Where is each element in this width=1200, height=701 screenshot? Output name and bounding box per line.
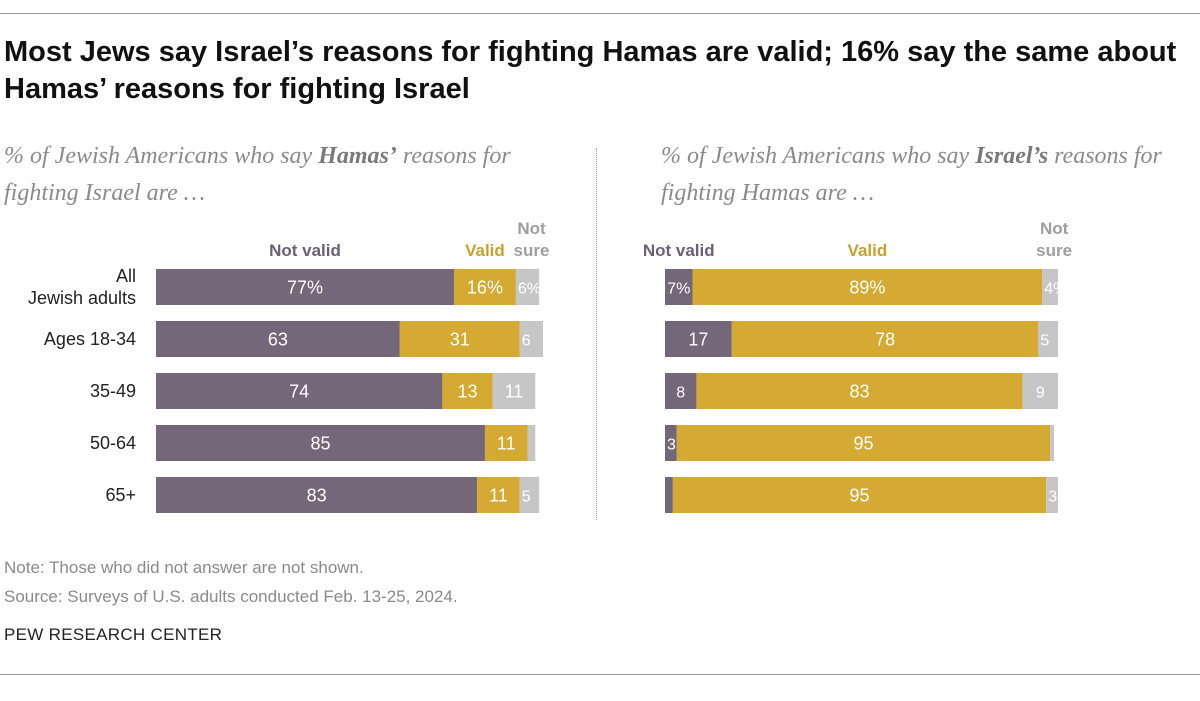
right-bar-not-sure-row-5 [1046,477,1058,513]
legend-header-left-not-sure-line-2: sure [514,241,550,260]
left-data-label-not-valid-row-5: 83 [307,486,327,506]
left-data-label-valid-row-4: 11 [497,434,516,454]
chart-note: Note: Those who did not answer are not s… [4,558,364,577]
right-data-label-valid-row-3: 83 [850,382,870,402]
left-bar-not-sure-row-3 [492,373,536,409]
left-bar-not-sure-row-2 [519,321,543,357]
right-data-label-valid-row-5: 95 [850,486,870,506]
left-data-label-not-valid-row-1: 77% [287,278,323,298]
right-data-label-valid-row-4: 95 [853,434,873,454]
category-label-3: 35-49 [90,381,136,401]
left-data-label-not-valid-row-2: 63 [268,330,288,350]
panel-divider [596,148,597,520]
left-bar-not-sure-row-5 [519,477,540,513]
left-subtitle-pre: % of Jewish Americans who say [4,143,319,169]
right-data-label-not-valid-row-4: 3 [667,437,676,454]
left-bar-not-valid-row-5 [156,477,478,513]
left-data-label-valid-row-3: 13 [458,382,478,402]
right-bar-not-sure-row-4 [1050,425,1055,461]
left-bar-not-valid-row-2 [156,321,400,357]
right-bar-valid-row-2 [731,321,1039,357]
right-bar-valid-row-3 [696,373,1023,409]
legend-header-left-not-valid: Not valid [269,241,341,260]
right-bar-not-valid-row-1 [665,269,693,305]
right-bar-not-valid-row-3 [665,373,697,409]
left-data-label-not-valid-row-3: 74 [289,382,309,402]
category-label-2: Ages 18-34 [44,329,136,349]
right-subtitle-post: reasons for fighting Hamas are … [661,143,1162,206]
left-bar-not-valid-row-3 [156,373,443,409]
left-data-label-not-sure-row-2: 6 [522,333,531,350]
right-bar-valid-row-5 [672,477,1047,513]
right-data-label-not-valid-row-3: 8 [676,385,685,402]
legend-header-left-not-sure-line-1: Not [517,219,546,238]
legend-header-right-not-sure-line-2: sure [1036,241,1072,260]
legend-header-right-valid: Valid [848,241,888,260]
category-label-1-line-2: Jewish adults [28,288,136,308]
left-bar-valid-row-1 [453,269,516,305]
right-data-label-not-valid-row-2: 17 [688,330,708,350]
right-bar-valid-row-4 [676,425,1051,461]
left-subtitle-bold: Hamas’ [318,143,397,169]
right-data-label-valid-row-2: 78 [875,330,895,350]
left-data-label-not-sure-row-1: 6% [518,281,541,298]
chart-source: Source: Surveys of U.S. adults conducted… [4,587,458,606]
right-bar-not-valid-row-2 [665,321,732,357]
left-bar-not-sure-row-4 [527,425,536,461]
left-bar-valid-row-3 [442,373,493,409]
left-bar-not-valid-row-4 [156,425,485,461]
legend-header-right-not-valid: Not valid [643,241,715,260]
left-panel-subtitle: % of Jewish Americans who say Hamas’ rea… [4,138,564,212]
left-data-label-valid-row-5: 11 [489,486,508,506]
left-data-label-not-valid-row-4: 85 [310,434,330,454]
left-bar-valid-row-2 [399,321,520,357]
category-label-1-line-1: All [116,266,136,286]
top-rule [0,13,1200,14]
right-data-label-not-valid-row-1: 7% [667,281,690,298]
right-panel-subtitle: % of Jewish Americans who say Israel’s r… [661,138,1191,212]
left-data-label-not-sure-row-3: 11 [505,382,524,402]
left-bar-valid-row-5 [477,477,520,513]
left-bar-not-sure-row-1 [515,269,540,305]
left-bar-valid-row-4 [484,425,528,461]
left-bar-not-valid-row-1 [156,269,454,305]
category-label-5: 65+ [105,485,136,505]
right-bar-not-valid-row-5 [665,477,673,513]
right-bar-not-sure-row-1 [1042,269,1058,305]
left-subtitle-post: reasons for fighting Israel are … [4,143,511,206]
legend-header-right-not-sure-line-1: Not [1040,219,1069,238]
right-data-label-not-sure-row-3: 9 [1036,385,1045,402]
right-data-label-valid-row-1: 89% [849,278,885,298]
right-bar-valid-row-1 [692,269,1043,305]
right-bar-not-sure-row-2 [1038,321,1058,357]
right-data-label-not-sure-row-1: 4% [1044,281,1067,298]
left-data-label-valid-row-1: 16% [467,278,503,298]
right-bar-not-valid-row-4 [665,425,677,461]
left-data-label-not-sure-row-5: 5 [522,489,531,506]
right-data-label-not-sure-row-5: 3 [1048,489,1057,506]
legend-header-left-valid: Valid [465,241,505,260]
chart-title: Most Jews say Israel’s reasons for fight… [4,36,1177,105]
brand-logo-text: PEW RESEARCH CENTER [4,625,223,644]
right-data-label-not-sure-row-2: 5 [1040,333,1049,350]
left-data-label-valid-row-2: 31 [450,330,470,350]
right-bar-not-sure-row-3 [1022,373,1058,409]
category-label-4: 50-64 [90,433,136,453]
bottom-rule [0,674,1200,675]
right-subtitle-pre: % of Jewish Americans who say [661,143,976,169]
right-subtitle-bold: Israel’s [975,143,1049,169]
